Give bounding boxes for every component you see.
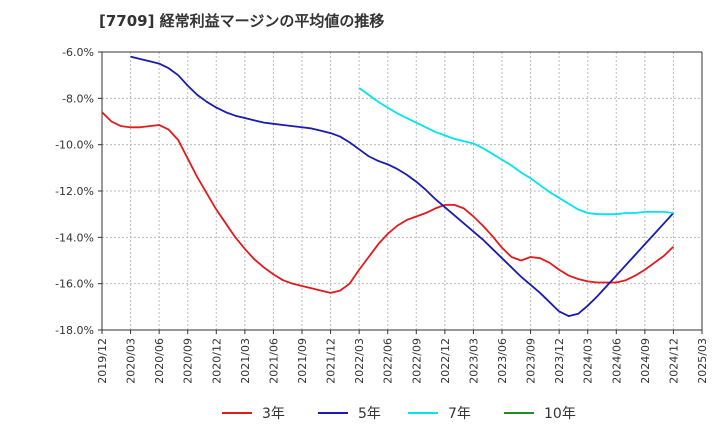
x-tick-label: 2023/06 [496,338,509,384]
legend-label: 7年 [448,406,471,422]
y-tick-label: -6.0% [62,46,94,59]
y-tick-label: -14.0% [55,231,94,244]
x-tick-label: 2024/12 [667,338,680,384]
legend-label: 3年 [262,406,285,422]
x-tick-label: 2022/06 [382,338,395,384]
x-tick-label: 2024/03 [582,338,595,384]
x-tick-label: 2019/12 [96,338,109,384]
x-tick-label: 2025/03 [696,338,709,384]
x-tick-label: 2021/03 [239,338,252,384]
legend-label: 10年 [544,406,576,422]
chart-title: [7709] 経常利益マージンの平均値の推移 [99,12,385,30]
y-tick-label: -10.0% [55,139,94,152]
x-tick-label: 2023/03 [467,338,480,384]
x-tick-label: 2023/12 [553,338,566,384]
legend-label: 5年 [358,406,381,422]
x-tick-label: 2020/12 [210,338,223,384]
y-tick-label: -18.0% [55,324,94,337]
x-tick-labels: 2019/12 2020/03 2020/06 2020/09 2020/12 2021/… [96,330,709,384]
x-tick-label: 2020/09 [182,338,195,384]
x-tick-label: 2021/09 [296,338,309,384]
legend: 3年 5年 7年 10年 [222,406,576,422]
x-tick-label: 2020/06 [153,338,166,384]
x-tick-label: 2022/03 [353,338,366,384]
y-tick-label: -8.0% [62,92,94,105]
x-tick-label: 2020/03 [125,338,138,384]
x-tick-label: 2022/12 [439,338,452,384]
x-tick-label: 2024/06 [610,338,623,384]
x-tick-label: 2021/06 [267,338,280,384]
x-tick-label: 2021/12 [325,338,338,384]
series-line-7年 [358,87,674,216]
x-tick-label: 2023/09 [525,338,538,384]
x-tick-label: 2024/09 [639,338,652,384]
series-layer [101,55,675,317]
y-tick-label: -16.0% [55,278,94,291]
y-tick-label: -12.0% [55,185,94,198]
series-line-3年 [101,111,675,294]
y-tick-labels: -6.0% -8.0% -10.0% -12.0% -14.0% -16.0% -18.0% [55,46,102,337]
x-tick-label: 2022/09 [410,338,423,384]
series-line-5年 [130,55,675,317]
